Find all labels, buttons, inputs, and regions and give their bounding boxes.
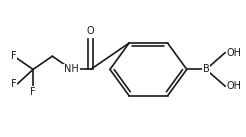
Text: F: F xyxy=(11,79,16,89)
Text: OH: OH xyxy=(227,48,242,58)
Text: O: O xyxy=(87,26,94,36)
Text: F: F xyxy=(11,51,17,61)
Text: OH: OH xyxy=(227,81,242,91)
Text: NH: NH xyxy=(64,64,79,74)
Text: B: B xyxy=(203,64,209,74)
Text: F: F xyxy=(30,87,36,97)
